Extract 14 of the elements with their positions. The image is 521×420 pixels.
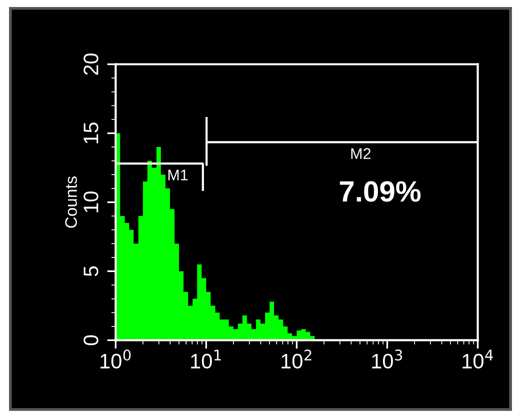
x-tick-label: 10$^{0}$ [100,350,131,369]
y-tick-label: 15 [84,122,98,144]
y-tick-label: 20 [84,53,98,75]
series-label: M1 [168,170,188,180]
x-tick-label: 10$^{1}$ [191,350,221,369]
series-label: M2 [351,148,370,159]
y-axis-title: Counts [65,176,77,228]
x-tick-label: 10$^{2}$ [282,350,312,369]
x-tick-label: 10$^{4}$ [462,350,493,369]
y-tick-label: 5 [84,266,98,276]
x-tick-label: 10$^{3}$ [372,350,402,369]
y-tick-label: 0 [84,335,98,346]
annotation: 7.09% [340,181,421,202]
y-tick-label: 10 [84,191,98,212]
